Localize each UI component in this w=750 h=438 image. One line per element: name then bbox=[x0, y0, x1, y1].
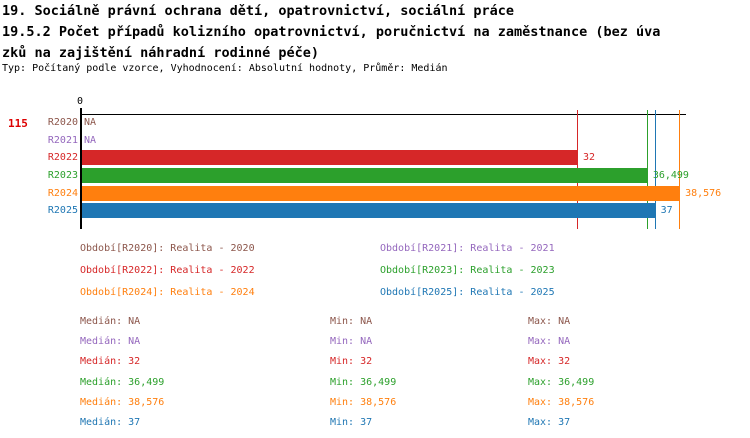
row-label-r2020: R2020 bbox=[47, 117, 78, 128]
page-title-line-1: 19. Sociálně právní ochrana dětí, opatro… bbox=[2, 3, 515, 19]
page-title-line-2: 19.5.2 Počet případů kolizního opatrovni… bbox=[2, 24, 661, 40]
stat-median-r2021: Medián: NA bbox=[80, 336, 141, 347]
chart-row-r2022: R2022 32 bbox=[0, 150, 750, 165]
row-value-r2021: NA bbox=[84, 135, 97, 146]
row-label-r2025: R2025 bbox=[47, 205, 78, 216]
bar-r2022[interactable] bbox=[82, 150, 577, 165]
legend-item-r2023: Období[R2023]: Realita - 2023 bbox=[380, 265, 555, 276]
row-value-r2025: 37 bbox=[660, 205, 673, 216]
bar-r2023[interactable] bbox=[82, 168, 647, 183]
indicator-meta: Typ: Počítaný podle vzorce, Vyhodnocení:… bbox=[2, 63, 448, 74]
stat-median-r2024: Medián: 38,576 bbox=[80, 397, 165, 408]
page-title-line-3: zků na zajištění náhradní rodinné péče) bbox=[2, 45, 319, 61]
chart-row-r2024: R2024 38,576 bbox=[0, 186, 750, 201]
row-value-r2020: NA bbox=[84, 117, 97, 128]
row-label-r2024: R2024 bbox=[47, 188, 78, 199]
stat-median-r2022: Medián: 32 bbox=[80, 356, 141, 367]
indicator-id: 115 bbox=[8, 117, 28, 130]
stat-max-r2020: Max: NA bbox=[528, 316, 571, 327]
stat-max-r2023: Max: 36,499 bbox=[528, 377, 595, 388]
refline-r2025 bbox=[654, 110, 656, 229]
chart-row-r2025: R2025 37 bbox=[0, 203, 750, 218]
stat-max-r2024: Max: 38,576 bbox=[528, 397, 595, 408]
legend-item-r2024: Období[R2024]: Realita - 2024 bbox=[80, 287, 255, 298]
bar-r2024[interactable] bbox=[82, 186, 680, 201]
legend-item-r2020: Období[R2020]: Realita - 2020 bbox=[80, 243, 255, 254]
row-value-r2024: 38,576 bbox=[685, 188, 722, 199]
x-axis-top-line bbox=[80, 114, 686, 115]
stat-median-r2025: Medián: 37 bbox=[80, 417, 141, 428]
x-axis-zero-tick: 0 bbox=[76, 96, 84, 107]
legend-item-r2021: Období[R2021]: Realita - 2021 bbox=[380, 243, 555, 254]
stat-min-r2024: Min: 38,576 bbox=[330, 397, 397, 408]
stat-min-r2020: Min: NA bbox=[330, 316, 373, 327]
row-value-r2023: 36,499 bbox=[652, 170, 689, 181]
y-axis-line bbox=[80, 108, 82, 229]
stat-min-r2025: Min: 37 bbox=[330, 417, 373, 428]
stat-max-r2025: Max: 37 bbox=[528, 417, 571, 428]
stat-median-r2020: Medián: NA bbox=[80, 316, 141, 327]
chart-row-r2020: R2020 NA bbox=[0, 115, 750, 130]
row-label-r2022: R2022 bbox=[47, 152, 78, 163]
row-value-r2022: 32 bbox=[582, 152, 595, 163]
row-label-r2021: R2021 bbox=[47, 135, 78, 146]
chart-row-r2021: R2021 NA bbox=[0, 133, 750, 148]
legend-item-r2025: Období[R2025]: Realita - 2025 bbox=[380, 287, 555, 298]
stat-min-r2023: Min: 36,499 bbox=[330, 377, 397, 388]
refline-r2023 bbox=[646, 110, 648, 229]
stat-median-r2023: Medián: 36,499 bbox=[80, 377, 165, 388]
stat-max-r2022: Max: 32 bbox=[528, 356, 571, 367]
stat-max-r2021: Max: NA bbox=[528, 336, 571, 347]
refline-r2024 bbox=[679, 110, 681, 229]
legend-item-r2022: Období[R2022]: Realita - 2022 bbox=[80, 265, 255, 276]
row-label-r2023: R2023 bbox=[47, 170, 78, 181]
bar-r2025[interactable] bbox=[82, 203, 655, 218]
stat-min-r2022: Min: 32 bbox=[330, 356, 373, 367]
chart-row-r2023: R2023 36,499 bbox=[0, 168, 750, 183]
stat-min-r2021: Min: NA bbox=[330, 336, 373, 347]
